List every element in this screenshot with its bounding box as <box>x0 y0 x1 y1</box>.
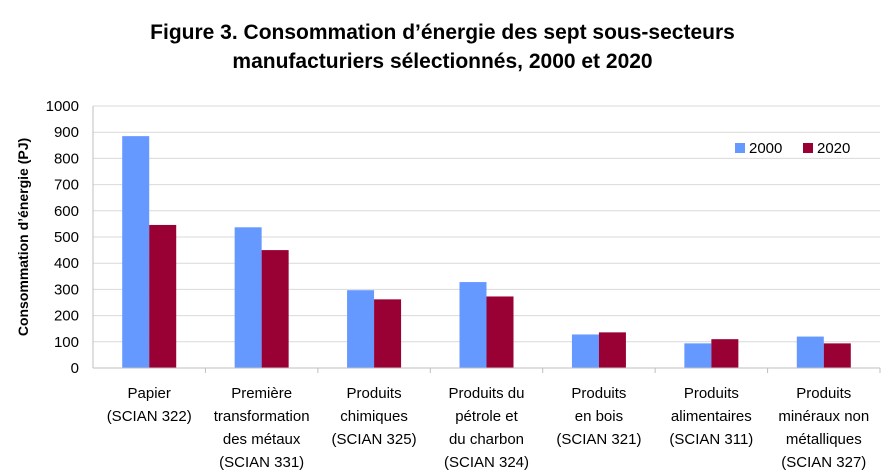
y-tick-labels: 0 100 200 300 400 500 600 700 800 900 1000 <box>46 98 79 377</box>
y-tick-label: 800 <box>54 150 79 167</box>
x-category-label: (SCIAN 325) <box>332 431 417 448</box>
x-category-label: des métaux <box>223 431 301 448</box>
bar-2020-3 <box>486 296 514 368</box>
x-category-label: Papier <box>128 385 171 402</box>
x-category-label: Première <box>231 385 292 402</box>
bar-2020-4 <box>598 332 626 368</box>
chart-title: Figure 3. Consommation d’énergie des sep… <box>0 18 885 76</box>
x-category-label: Produits <box>684 385 739 402</box>
bar-2000-2 <box>347 290 375 368</box>
x-category-label: métalliques <box>786 431 862 448</box>
x-category-label: (SCIAN 321) <box>556 431 641 448</box>
bar-2000-1 <box>234 227 262 368</box>
y-tick-label: 900 <box>54 124 79 141</box>
bar-2000-6 <box>796 336 824 368</box>
chart-title-line-2: manufacturiers sélectionnés, 2000 et 202… <box>232 50 653 73</box>
x-category-label: du charbon <box>449 431 524 448</box>
bar-2000-4 <box>571 334 599 368</box>
legend-swatch-2020 <box>803 143 813 153</box>
x-category-label: Produits <box>347 385 402 402</box>
y-tick-label: 0 <box>71 360 79 377</box>
x-category-label: pétrole et <box>455 408 518 425</box>
bars <box>122 136 851 368</box>
bar-2020-2 <box>374 299 402 368</box>
y-tick-label: 600 <box>54 203 79 220</box>
y-tick-label: 100 <box>54 334 79 351</box>
axes <box>92 106 881 373</box>
bar-2000-3 <box>459 282 487 368</box>
bar-2020-6 <box>823 343 851 368</box>
y-tick-label: 700 <box>54 177 79 194</box>
bar-2000-5 <box>684 343 712 368</box>
y-axis-label: Consommation d’énergie (PJ) <box>15 138 31 336</box>
y-tick-label: 1000 <box>46 98 79 115</box>
x-category-label: transformation <box>214 408 310 425</box>
legend-swatch-2000 <box>735 143 745 153</box>
x-category-label: (SCIAN 311) <box>669 431 753 448</box>
x-category-label: Produits <box>796 385 851 402</box>
legend-label-2020: 2020 <box>817 140 850 157</box>
chart-title-line-1: Figure 3. Consommation d’énergie des sep… <box>150 21 735 44</box>
y-tick-label: 400 <box>54 255 79 272</box>
x-category-label: (SCIAN 322) <box>107 408 192 425</box>
x-category-label: Produits <box>571 385 626 402</box>
bar-2000-0 <box>122 136 150 368</box>
x-category-label: Produits du <box>449 385 525 402</box>
x-category-label: chimiques <box>340 408 408 425</box>
x-category-label: (SCIAN 324) <box>444 454 529 471</box>
bar-2020-1 <box>261 250 289 368</box>
y-tick-label: 300 <box>54 281 79 298</box>
x-category-label: alimentaires <box>671 408 752 425</box>
x-category-labels: Papier (SCIAN 322) Première transformation d… <box>107 385 870 471</box>
gridlines <box>93 105 880 343</box>
y-tick-label: 500 <box>54 229 79 246</box>
x-category-label: en bois <box>575 408 623 425</box>
legend: 2000 2020 <box>735 140 850 157</box>
legend-label-2000: 2000 <box>749 140 782 157</box>
x-category-label: (SCIAN 327) <box>781 454 866 471</box>
x-category-label: (SCIAN 331) <box>219 454 304 471</box>
bar-2020-0 <box>149 224 177 368</box>
x-category-label: minéraux non <box>778 408 869 425</box>
bar-2020-5 <box>711 339 739 368</box>
y-tick-label: 200 <box>54 308 79 325</box>
